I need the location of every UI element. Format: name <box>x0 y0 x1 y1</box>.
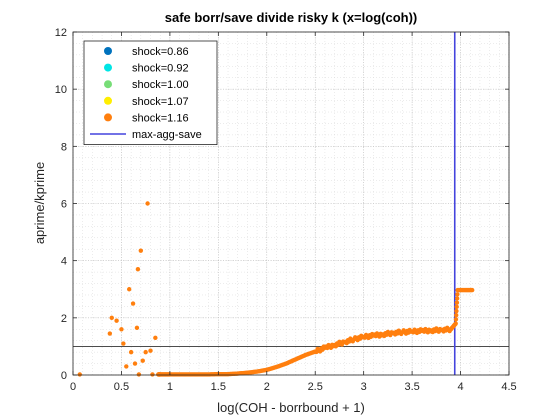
scatter-point <box>140 358 145 363</box>
axis-ticks: 0 0.5 1 1.5 2 2.5 3 3.5 4 4.5 0 2 4 6 8 10 12 <box>55 27 517 393</box>
legend-marker <box>104 47 112 55</box>
legend-label: shock=1.16 <box>132 112 189 124</box>
scatter-point <box>469 287 474 293</box>
x-tick-label: 0 <box>70 381 76 393</box>
scatter-point <box>145 201 150 206</box>
x-tick-label: 0.5 <box>114 381 129 393</box>
x-tick-label: 4 <box>457 381 463 393</box>
scatter-point <box>143 349 148 355</box>
scatter-point <box>153 335 158 341</box>
scatter-point <box>454 300 460 305</box>
x-tick-label: 3 <box>361 381 367 393</box>
legend-marker <box>104 113 112 122</box>
y-tick-label: 12 <box>55 27 67 39</box>
y-axis-label: aprime/kprime <box>32 162 47 244</box>
scatter-point <box>150 372 155 377</box>
y-tick-label: 10 <box>55 84 67 96</box>
scatter-point <box>350 339 355 344</box>
x-tick-label: 1 <box>167 381 173 393</box>
scatter-point <box>126 287 132 292</box>
legend-marker <box>104 96 112 105</box>
scatter-point <box>138 248 144 253</box>
scatter-point <box>455 292 460 297</box>
legend-marker <box>104 63 112 72</box>
x-tick-label: 1.5 <box>211 381 226 393</box>
y-tick-label: 2 <box>61 313 67 325</box>
scatter-point <box>454 308 459 314</box>
x-tick-label: 4.5 <box>501 381 516 393</box>
y-tick-label: 8 <box>61 141 67 153</box>
x-tick-label: 3.5 <box>404 381 419 393</box>
scatter-point <box>114 318 119 323</box>
scatter-point <box>130 301 136 306</box>
scatter-point <box>453 317 459 322</box>
scatter-point <box>107 331 113 336</box>
legend-label: max-agg-save <box>132 129 202 141</box>
y-tick-label: 6 <box>61 199 67 211</box>
y-tick-label: 0 <box>61 370 67 382</box>
scatter-point <box>119 327 124 332</box>
scatter-point <box>399 331 404 337</box>
y-tick-label: 4 <box>61 256 67 268</box>
scatter-point <box>148 348 153 353</box>
legend-label: shock=0.86 <box>132 46 189 58</box>
legend-label: shock=0.92 <box>132 63 189 75</box>
chart-title: safe borr/save divide risky k (x=log(coh… <box>165 10 418 25</box>
x-tick-label: 2.5 <box>308 381 323 393</box>
scatter-point <box>136 372 142 377</box>
scatter-point <box>454 296 460 301</box>
scatter-point <box>109 315 114 321</box>
legend-marker <box>104 80 112 89</box>
scatter-point <box>124 364 129 369</box>
scatter-point <box>132 361 138 366</box>
scatter-point <box>135 267 141 272</box>
legend-label: shock=1.07 <box>132 96 189 108</box>
scatter-point <box>454 304 459 310</box>
scatter-point <box>453 312 459 318</box>
scatter-point <box>77 372 82 377</box>
legend-box <box>83 40 218 145</box>
scatter-point <box>134 325 140 331</box>
legend: shock=0.86 shock=0.92 shock=1.00 shock=1.07… <box>83 40 218 145</box>
legend-label: shock=1.00 <box>132 79 189 91</box>
x-tick-label: 2 <box>264 381 270 393</box>
scatter-point <box>128 349 134 355</box>
x-axis-label: log(COH - borrbound + 1) <box>217 400 365 415</box>
scatter-point <box>452 322 458 327</box>
scatter-point <box>121 341 126 346</box>
